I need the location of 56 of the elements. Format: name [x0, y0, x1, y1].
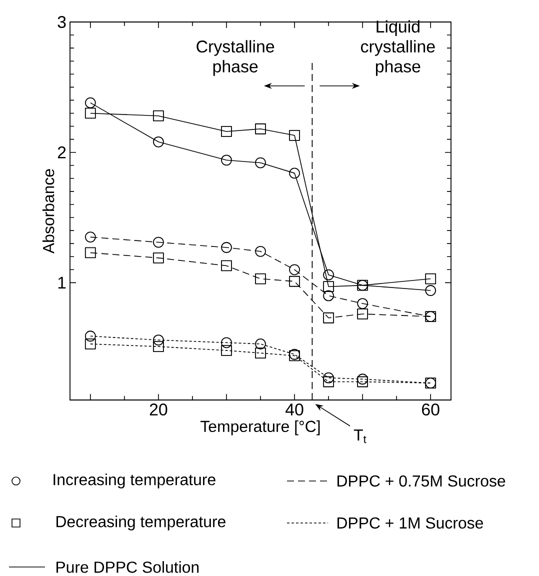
- point: [84, 232, 96, 243]
- point: [84, 330, 96, 342]
- point: [221, 126, 232, 137]
- point: [221, 337, 232, 348]
- point: [255, 348, 266, 359]
- point: [289, 264, 300, 276]
- y-tick-label: 2: [58, 146, 66, 158]
- text: DPPC + 1M Sucrose: [338, 517, 483, 529]
- point: [153, 136, 164, 148]
- point: [323, 269, 334, 280]
- point: [289, 276, 300, 287]
- point: [425, 273, 436, 284]
- point: [323, 376, 334, 388]
- point: [153, 341, 164, 352]
- annotation: Liquid crystalline phase: [361, 20, 435, 76]
- point: [425, 285, 436, 296]
- x-axis-title: Temperature [°C]: [200, 420, 320, 436]
- point: [153, 252, 164, 264]
- point: [323, 372, 334, 384]
- point: [323, 312, 334, 324]
- point: [153, 110, 164, 122]
- text: Increasing temperature: [54, 474, 216, 488]
- point: [221, 345, 232, 356]
- point: [255, 338, 266, 350]
- y-axis-title: Absorbance: [42, 169, 54, 254]
- point: [84, 247, 96, 258]
- y-tick-label: 3: [58, 16, 66, 28]
- point: [357, 308, 368, 320]
- point: [357, 374, 368, 385]
- annotation: Crystalline phase: [196, 40, 274, 76]
- point: [255, 157, 266, 168]
- point: [357, 298, 368, 309]
- point: [84, 338, 96, 350]
- x-tick-label: 60: [422, 404, 440, 416]
- point: [357, 376, 368, 388]
- point: [323, 281, 334, 292]
- point: [153, 236, 164, 248]
- x-tick-label: 20: [150, 404, 168, 416]
- point: [221, 260, 232, 272]
- text: Decreasing temperature: [56, 516, 226, 530]
- point: [221, 242, 232, 253]
- point: [84, 108, 96, 119]
- point: [255, 273, 266, 284]
- point: [153, 334, 164, 346]
- point: [323, 290, 334, 302]
- point: [255, 246, 266, 257]
- point: [289, 168, 300, 179]
- ref-line-label: T$_{t}$: [354, 430, 366, 444]
- text: DPPC + 0.75M Sucrose: [338, 475, 506, 487]
- point: [255, 123, 266, 134]
- point: [289, 130, 300, 141]
- x-tick-label: 40: [285, 404, 304, 416]
- y-tick-label: 1: [58, 276, 66, 289]
- point: [221, 154, 232, 166]
- point: [84, 97, 96, 108]
- text: Pure DPPC Solution: [56, 561, 199, 573]
